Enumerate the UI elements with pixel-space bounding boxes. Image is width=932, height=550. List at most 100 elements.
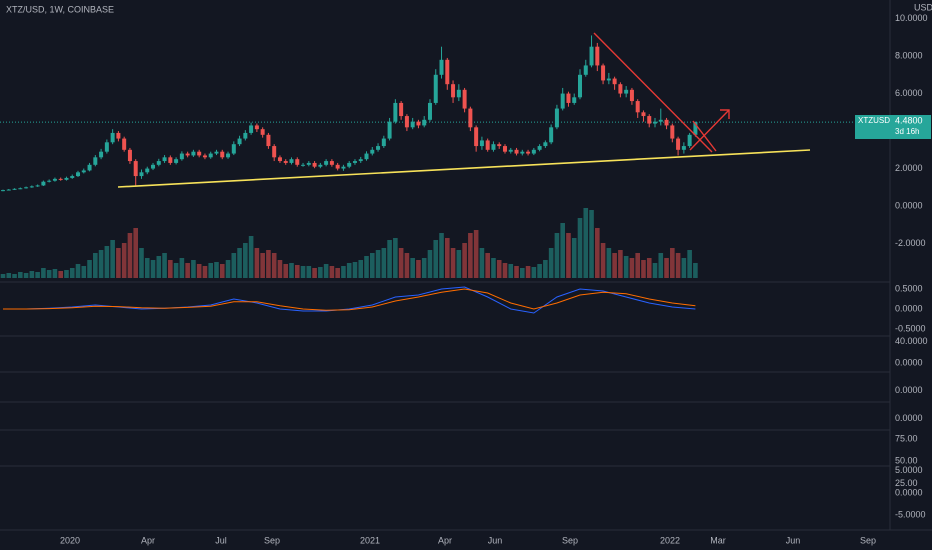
candle-body: [168, 157, 173, 163]
volume-bar: [583, 208, 589, 278]
candle-body: [410, 121, 415, 128]
volume-bar: [46, 270, 52, 278]
volume-bar: [560, 223, 565, 278]
candle-body: [202, 155, 207, 158]
candle-body: [445, 59, 450, 85]
volume-bar: [514, 266, 519, 278]
candle-body: [687, 134, 692, 147]
candle-body: [601, 65, 606, 81]
candle-body: [214, 151, 219, 154]
volume-bar: [283, 264, 289, 278]
breakout-arrow: [689, 109, 730, 151]
volume-bar: [52, 269, 58, 278]
volume-bar: [300, 266, 306, 278]
candle-body: [179, 153, 184, 160]
volume-bar: [462, 243, 467, 278]
volume-bar: [271, 253, 277, 278]
volume-bar: [496, 260, 502, 278]
volume-bar: [41, 268, 46, 278]
volume-bar: [0, 274, 6, 278]
volume-bar: [237, 248, 242, 278]
candle-body: [324, 161, 329, 165]
volume-bar: [173, 263, 179, 278]
volume-bar: [127, 233, 133, 278]
candle-body: [174, 159, 179, 163]
candle-body: [151, 164, 156, 169]
candle-body: [318, 164, 323, 167]
volume-bar: [225, 260, 231, 278]
time-label: Sep: [264, 535, 280, 545]
candle-body: [549, 127, 554, 143]
volume-bar: [214, 262, 219, 278]
volume-bar: [537, 264, 542, 278]
volume-bar: [427, 250, 433, 278]
candle-body: [364, 153, 369, 160]
candle-body: [543, 142, 548, 147]
time-label: Jul: [215, 535, 227, 545]
candle-body: [508, 149, 513, 152]
symbol-badge: [855, 115, 891, 139]
candle-body: [693, 122, 698, 135]
candle-body: [329, 161, 334, 165]
time-label: 2022: [660, 535, 680, 545]
candle-body: [497, 144, 502, 147]
time-label: 2021: [360, 535, 380, 545]
candle-body: [70, 176, 75, 178]
volume-bar: [439, 233, 444, 278]
volume-bar: [543, 260, 548, 278]
candle-body: [185, 153, 190, 156]
symbol-title: XTZ/USD, 1W, COINBASE: [6, 4, 114, 14]
candle-body: [41, 181, 46, 186]
price-tick-label: 0.0000: [895, 413, 923, 423]
volume-bar: [219, 264, 225, 278]
volume-bar: [433, 240, 439, 278]
candle-body: [583, 65, 588, 75]
candle-body: [554, 108, 559, 128]
candle-body: [301, 164, 306, 166]
candle-body: [226, 153, 231, 158]
price-tick-label: 0.0000: [895, 385, 923, 395]
volume-bar: [156, 256, 162, 278]
candle-body: [145, 168, 150, 173]
volume-bar: [323, 264, 329, 278]
candle-body: [87, 164, 92, 171]
candle-body: [81, 170, 86, 173]
volume-bar: [398, 248, 404, 278]
candle-body: [462, 89, 467, 109]
volume-bar: [468, 233, 473, 278]
volume-bar: [646, 258, 652, 278]
candle-body: [676, 138, 681, 150]
candle-body: [393, 102, 398, 122]
candle-body: [133, 161, 138, 177]
candle-body: [127, 149, 132, 162]
price-tick-label: -2.0000: [895, 238, 926, 248]
volume-bar: [69, 268, 75, 278]
candle-body: [197, 151, 202, 156]
candle-body: [416, 121, 421, 126]
volume-bar: [341, 266, 346, 278]
candle-body: [681, 146, 686, 150]
candle-body: [595, 46, 600, 66]
volume-bar: [375, 250, 381, 278]
candle-body: [220, 151, 225, 158]
cross-mark: [692, 120, 717, 152]
price-tick-label: 0.0000: [895, 487, 923, 497]
volume-bar: [629, 258, 635, 278]
candle-body: [468, 108, 473, 128]
price-tick-label: 10.0000: [895, 13, 928, 23]
price-tick-label: 50.00: [895, 456, 918, 466]
volume-bar: [520, 268, 525, 278]
price-badge: [891, 115, 931, 139]
candle-body: [289, 159, 294, 163]
currency: USD: [914, 2, 932, 12]
volume-bar: [29, 271, 35, 278]
candle-body: [491, 144, 496, 150]
volume-bar: [485, 253, 490, 278]
volume-bar: [150, 260, 156, 278]
volume-bar: [675, 253, 681, 278]
price-tick-label: 8.0000: [895, 50, 923, 60]
volume-bar: [595, 228, 600, 278]
candle-body: [64, 177, 69, 180]
price-tick-label: 0.0000: [895, 303, 923, 313]
candle-body: [156, 161, 161, 165]
